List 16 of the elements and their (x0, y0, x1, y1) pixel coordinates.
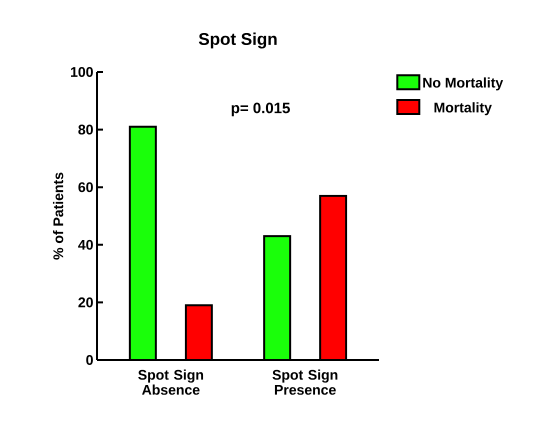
y-tick-label: 80 (78, 124, 93, 135)
y-tick-label: 60 (78, 182, 93, 192)
y-tick-label: 20 (78, 297, 93, 308)
legend-label: Mortality (434, 102, 492, 116)
x-tick-label: Spot Sign Absence (138, 370, 204, 395)
annotation: p= 0.015 (232, 102, 290, 116)
chart-title: Spot Sign (198, 32, 277, 48)
x-tick-label: Spot Sign Presence (272, 370, 338, 395)
y-tick-label: 100 (70, 67, 93, 77)
legend-label: No Mortality (423, 77, 504, 90)
bar (130, 126, 156, 360)
bar (319, 194, 348, 360)
y-tick-label: 40 (78, 240, 93, 250)
y-tick-label: 0 (86, 355, 93, 365)
y-axis-title: % of Patients (52, 172, 64, 260)
bar (263, 235, 292, 360)
